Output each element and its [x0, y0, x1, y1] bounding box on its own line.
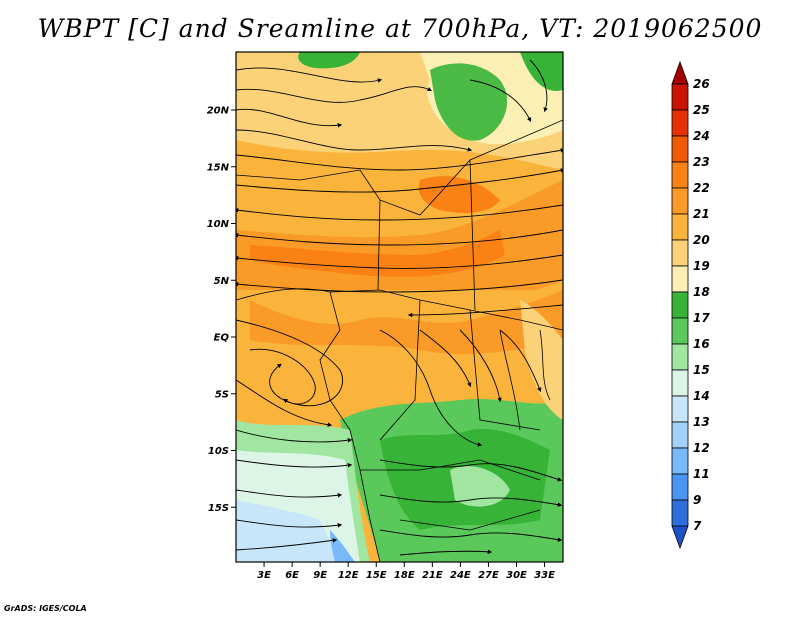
colorbar-swatch	[671, 317, 689, 345]
lon-tick-label: 9E	[313, 570, 327, 581]
colorbar-swatch	[671, 447, 689, 475]
map-title: WBPT [C] and Sreamline at 700hPa, VT: 20…	[37, 14, 763, 43]
colorbar-label: 20	[693, 233, 710, 247]
colorbar-swatch	[671, 213, 689, 241]
lat-tick-label: 15S	[208, 503, 229, 514]
colorbar-label: 23	[693, 155, 710, 169]
streamlines	[236, 59, 563, 556]
lat-tick-label: 5N	[214, 276, 230, 287]
colorbar-swatch	[671, 239, 689, 267]
colorbar-label: 9	[693, 493, 701, 507]
colorbar-label: 19	[693, 259, 710, 273]
lat-tick-label: 15N	[207, 162, 230, 173]
latitude-axis: 20N 15N 10N 5N EQ 5S 10S 15S	[207, 106, 236, 514]
lon-tick-label: 27E	[478, 570, 499, 581]
colorbar-label: 16	[693, 337, 710, 351]
grads-credit: GrADS: IGES/COLA	[4, 604, 87, 613]
lon-tick-label: 21E	[422, 570, 443, 581]
colorbar-swatch	[671, 161, 689, 189]
lon-tick-label: 18E	[394, 570, 415, 581]
colorbar-label: 12	[693, 441, 710, 455]
colorbar-label: 14	[693, 389, 710, 403]
colorbar-swatch	[671, 187, 689, 215]
lon-tick-label: 3E	[257, 570, 271, 581]
lat-tick-label: 20N	[207, 106, 230, 117]
lon-tick-label: 33E	[534, 570, 555, 581]
lat-tick-label: 10N	[207, 219, 230, 230]
colorbar-top-triangle	[671, 60, 689, 85]
lon-tick-label: 15E	[366, 570, 387, 581]
colorbar-swatch	[671, 265, 689, 293]
colorbar-label: 25	[693, 103, 710, 117]
colorbar-swatch	[671, 395, 689, 423]
lon-tick-label: 12E	[338, 570, 359, 581]
colorbar-label: 15	[693, 363, 710, 377]
colorbar-swatch	[671, 369, 689, 397]
colorbar-label: 21	[693, 207, 710, 221]
colorbar-label: 17	[693, 311, 710, 325]
colorbar-label: 18	[693, 285, 710, 299]
lat-tick-label: EQ	[214, 333, 230, 344]
map-frame	[235, 51, 564, 563]
country-boundaries	[236, 119, 563, 562]
colorbar-label: 7	[693, 519, 702, 533]
lon-tick-label: 6E	[285, 570, 299, 581]
colorbar-label: 11	[693, 467, 710, 481]
colorbar-label: 26	[693, 77, 710, 91]
lon-tick-label: 30E	[506, 570, 527, 581]
colorbar-bottom-triangle	[671, 525, 689, 550]
colorbar-swatch	[671, 473, 689, 501]
lat-tick-label: 5S	[215, 389, 229, 400]
colorbar-label: 22	[693, 181, 710, 195]
colorbar-swatch	[671, 421, 689, 449]
colorbar-swatch	[671, 343, 689, 371]
colorbar-label: 24	[693, 129, 710, 143]
colorbar-swatch	[671, 135, 689, 163]
lon-tick-label: 24E	[450, 570, 471, 581]
colorbar-swatch	[671, 109, 689, 137]
longitude-axis: 3E 6E 9E 12E 15E 18E 21E 24E 27E 30E 33E	[257, 562, 555, 581]
wbpt-field	[236, 52, 563, 562]
colorbar-label: 13	[693, 415, 710, 429]
colorbar: 26 25 24 23 22 21 20 19 18 17 16 15 14 13 12 11 9 7	[671, 60, 710, 550]
lat-tick-label: 10S	[208, 446, 229, 457]
colorbar-swatch	[671, 291, 689, 319]
colorbar-swatch	[671, 499, 689, 527]
colorbar-swatch	[671, 83, 689, 111]
